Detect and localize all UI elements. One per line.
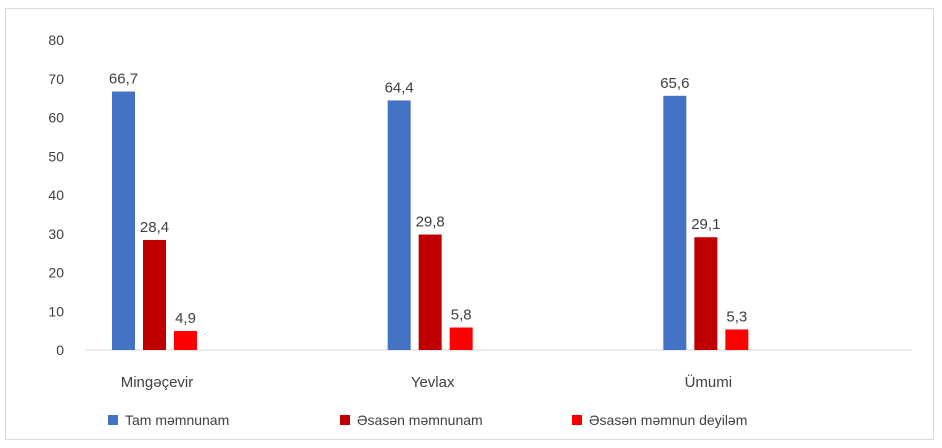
category-label: Mingəçevir <box>121 374 194 391</box>
bar-tam <box>663 95 687 350</box>
y-tick-label: 40 <box>48 187 64 203</box>
data-label: 66,7 <box>109 71 138 88</box>
y-tick-label: 80 <box>48 32 64 48</box>
bar-deyilem <box>174 331 197 350</box>
bar-esasen <box>694 237 718 350</box>
legend-swatch-red <box>572 415 582 425</box>
legend-label: Əsasən məmnunam <box>357 412 483 428</box>
legend-item-tam-memnunam: Tam məmnunam <box>108 412 229 428</box>
y-tick-label: 50 <box>48 148 64 164</box>
data-label: 5,3 <box>726 308 747 325</box>
category-label: Ümumi <box>685 373 733 391</box>
category-label: Yevlax <box>411 374 455 391</box>
data-label: 64,4 <box>385 79 414 96</box>
legend-swatch-blue <box>108 415 118 425</box>
data-label: 29,1 <box>691 216 720 233</box>
y-tick-label: 20 <box>48 265 64 281</box>
bar-deyilem <box>725 329 749 350</box>
y-tick-label: 10 <box>48 303 64 319</box>
data-label: 65,6 <box>660 75 689 92</box>
data-label: 28,4 <box>140 219 169 236</box>
y-tick-label: 0 <box>56 342 64 358</box>
legend-item-esasen-memnunam: Əsasən məmnunam <box>340 412 483 428</box>
data-label: 29,8 <box>416 214 445 231</box>
bar-tam <box>387 100 411 350</box>
chart-frame <box>5 8 934 440</box>
bar-esasen <box>418 234 442 350</box>
y-tick-label: 30 <box>48 226 64 242</box>
legend-swatch-dark-red <box>340 415 350 425</box>
bar-esasen <box>143 239 166 350</box>
data-label: 5,8 <box>451 307 472 324</box>
y-tick-label: 60 <box>48 110 64 126</box>
legend-label: Əsasən məmnun deyiləm <box>589 412 748 428</box>
legend-item-esasen-memnun-deyilem: Əsasən məmnun deyiləm <box>572 412 747 428</box>
bar-tam <box>112 91 135 350</box>
y-tick-label: 70 <box>48 71 64 87</box>
legend-label: Tam məmnunam <box>125 412 230 428</box>
legend: Tam məmnunam Əsasən məmnunam Əsasən məmn… <box>0 412 942 434</box>
bar-deyilem <box>449 327 473 350</box>
data-label: 4,9 <box>175 310 196 327</box>
